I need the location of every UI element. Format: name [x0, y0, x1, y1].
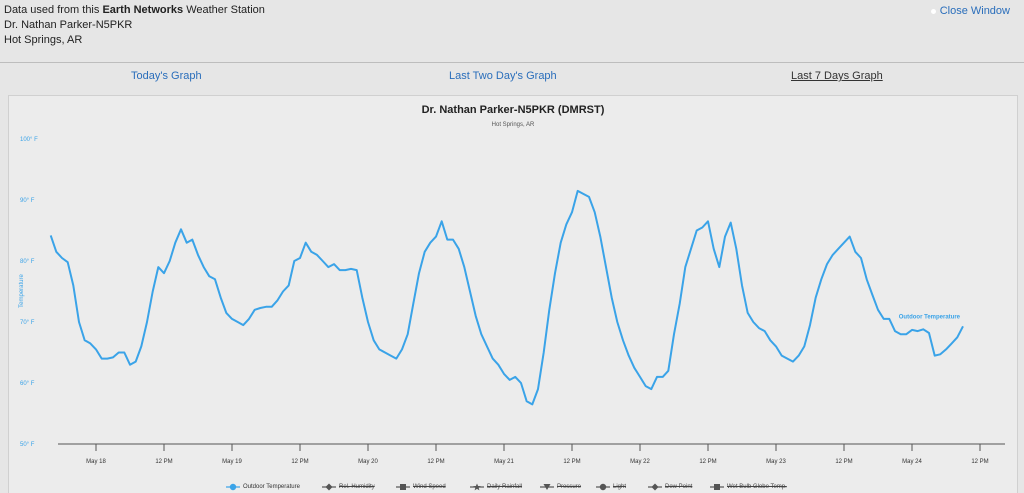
graph-tabs: Today's Graph Last Two Day's Graph Last …	[0, 70, 1024, 86]
y-tick-label: 80° F	[20, 259, 35, 265]
square-icon	[396, 484, 410, 490]
circle-icon	[596, 483, 610, 491]
chart-title: Dr. Nathan Parker-N5PKR (DMRST)	[421, 104, 605, 116]
legend-item-wind-speed[interactable]: Wind Speed	[396, 483, 446, 491]
legend-item-light[interactable]: Light	[596, 483, 626, 491]
legend-item-rel-humidity[interactable]: Rel. Humidity	[322, 483, 375, 491]
y-tick-label: 50° F	[20, 442, 35, 448]
tab-seven-days[interactable]: Last 7 Days Graph	[791, 70, 883, 82]
square-icon	[710, 484, 724, 490]
legend-label: Light	[613, 484, 627, 490]
legend-item-pressure[interactable]: Pressure	[540, 483, 581, 491]
station-location: Hot Springs, AR	[4, 34, 83, 46]
tab-two-days[interactable]: Last Two Day's Graph	[449, 70, 557, 82]
x-tick-label: 12 PM	[971, 459, 988, 465]
legend-label: Outdoor Temperature	[243, 484, 300, 490]
y-axis-title: Temperature	[19, 273, 25, 307]
network-name: Earth Networks	[102, 4, 184, 16]
legend-item-dew-point[interactable]: Dew Point	[648, 483, 692, 491]
legend-item-outdoor-temperature[interactable]: Outdoor Temperature	[226, 483, 300, 491]
legend-label: Daily Rainfall	[487, 484, 523, 490]
x-tick-label: May 23	[766, 459, 786, 465]
legend-item-daily-rainfall[interactable]: Daily Rainfall	[470, 483, 522, 491]
tab-today[interactable]: Today's Graph	[131, 70, 202, 82]
close-window-label: Close Window	[939, 5, 1010, 17]
x-tick-label: 12 PM	[155, 459, 172, 465]
y-tick-label: 90° F	[20, 198, 35, 204]
chart-legend: Outdoor Temperature Rel. Humidity Wind Spe…	[0, 483, 1024, 492]
x-tick-label: 12 PM	[427, 459, 444, 465]
station-header: Data used from this Earth Networks Weath…	[4, 3, 265, 48]
x-tick-label: May 20	[358, 459, 378, 465]
circle-icon	[226, 483, 240, 491]
close-window-link[interactable]: Close Window	[930, 5, 1010, 17]
bullet-icon	[930, 8, 936, 14]
x-tick-label: 12 PM	[291, 459, 308, 465]
x-tick-label: May 19	[222, 459, 242, 465]
x-tick-label: May 24	[902, 459, 922, 465]
x-tick-label: 12 PM	[835, 459, 852, 465]
legend-label: Dew Point	[665, 484, 693, 490]
legend-item-wet-bulb-globe-temp[interactable]: Wet Bulb Globe Temp.	[710, 483, 787, 491]
legend-label: Pressure	[557, 484, 582, 490]
header-divider	[0, 62, 1024, 63]
x-tick-label: May 18	[86, 459, 106, 465]
y-tick-label: 100° F	[20, 137, 38, 143]
diamond-icon	[648, 483, 662, 491]
data-source-line: Data used from this Earth Networks Weath…	[4, 4, 265, 16]
outdoor-temperature-line	[49, 189, 964, 406]
x-tick-label: May 21	[494, 459, 514, 465]
diamond-icon	[322, 483, 336, 491]
triangle-down-icon	[540, 484, 554, 490]
chart-subtitle: Hot Springs, AR	[491, 122, 535, 128]
legend-label: Wet Bulb Globe Temp.	[727, 484, 787, 490]
legend-label: Rel. Humidity	[339, 484, 375, 490]
y-tick-label: 70° F	[20, 320, 35, 326]
x-tick-label: 12 PM	[563, 459, 580, 465]
chart-panel: Dr. Nathan Parker-N5PKR (DMRST) Hot Spri…	[8, 95, 1018, 493]
legend-label: Wind Speed	[413, 484, 446, 490]
x-tick-label: May 22	[630, 459, 650, 465]
y-tick-label: 60° F	[20, 381, 35, 387]
star-icon	[470, 483, 484, 491]
series-label: Outdoor Temperature	[899, 314, 961, 320]
station-name: Dr. Nathan Parker-N5PKR	[4, 19, 133, 31]
x-tick-label: 12 PM	[699, 459, 716, 465]
